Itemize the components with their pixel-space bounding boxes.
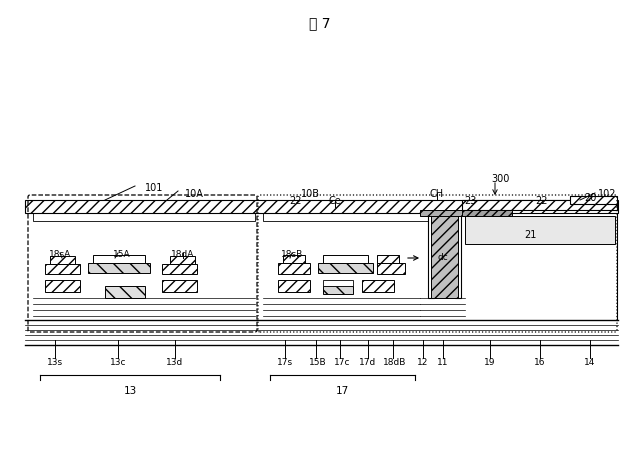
Bar xyxy=(88,263,150,273)
Text: 18sB: 18sB xyxy=(281,250,303,259)
Bar xyxy=(162,264,197,274)
Text: 20: 20 xyxy=(584,193,596,203)
Bar xyxy=(93,255,145,263)
Text: 10A: 10A xyxy=(185,189,204,199)
Bar xyxy=(431,215,458,298)
Bar xyxy=(420,210,470,216)
Text: 300: 300 xyxy=(491,174,509,184)
Text: 12: 12 xyxy=(417,358,429,367)
Bar xyxy=(105,286,145,298)
Bar xyxy=(570,196,617,204)
Text: 15A: 15A xyxy=(113,250,131,259)
Text: 13: 13 xyxy=(124,386,136,396)
Bar xyxy=(25,200,618,213)
Bar xyxy=(462,200,617,210)
Text: 18sA: 18sA xyxy=(49,250,71,259)
Text: 22: 22 xyxy=(536,196,548,206)
Text: 11: 11 xyxy=(437,358,449,367)
Bar xyxy=(162,280,197,292)
Bar xyxy=(50,256,75,264)
Text: 16: 16 xyxy=(534,358,546,367)
Text: Ce: Ce xyxy=(328,196,341,206)
Bar xyxy=(323,280,353,286)
Text: 図 7: 図 7 xyxy=(309,16,331,30)
Text: 102: 102 xyxy=(598,189,616,199)
Text: 101: 101 xyxy=(145,183,163,193)
Bar xyxy=(318,263,373,273)
Bar xyxy=(428,213,434,298)
Text: 18dB: 18dB xyxy=(383,358,406,367)
Text: 13s: 13s xyxy=(47,358,63,367)
Bar xyxy=(33,213,255,221)
Text: 10B: 10B xyxy=(301,189,319,199)
Text: 21: 21 xyxy=(524,230,536,240)
Bar xyxy=(170,256,195,264)
Text: 23: 23 xyxy=(464,196,476,206)
Bar xyxy=(377,255,399,263)
Bar xyxy=(45,280,80,292)
Bar xyxy=(462,210,512,216)
Text: 18dA: 18dA xyxy=(172,250,195,259)
Text: dc: dc xyxy=(437,253,448,262)
Bar xyxy=(377,263,405,274)
Bar xyxy=(465,216,615,244)
Text: 19: 19 xyxy=(484,358,496,367)
Bar xyxy=(278,263,310,274)
Bar xyxy=(323,286,353,294)
Text: 15B: 15B xyxy=(309,358,327,367)
Bar xyxy=(323,255,368,263)
Bar xyxy=(455,213,461,298)
Text: 13c: 13c xyxy=(109,358,126,367)
Text: 17d: 17d xyxy=(360,358,376,367)
Bar xyxy=(362,280,394,292)
Text: 17: 17 xyxy=(336,386,349,396)
Bar xyxy=(45,264,80,274)
Bar xyxy=(278,280,310,292)
Text: 17s: 17s xyxy=(277,358,293,367)
Text: 14: 14 xyxy=(584,358,596,367)
Text: CH: CH xyxy=(430,189,444,199)
Bar xyxy=(283,255,305,263)
Bar xyxy=(263,213,428,221)
Text: 13d: 13d xyxy=(166,358,184,367)
Text: 22: 22 xyxy=(289,196,301,206)
Text: 17c: 17c xyxy=(333,358,350,367)
